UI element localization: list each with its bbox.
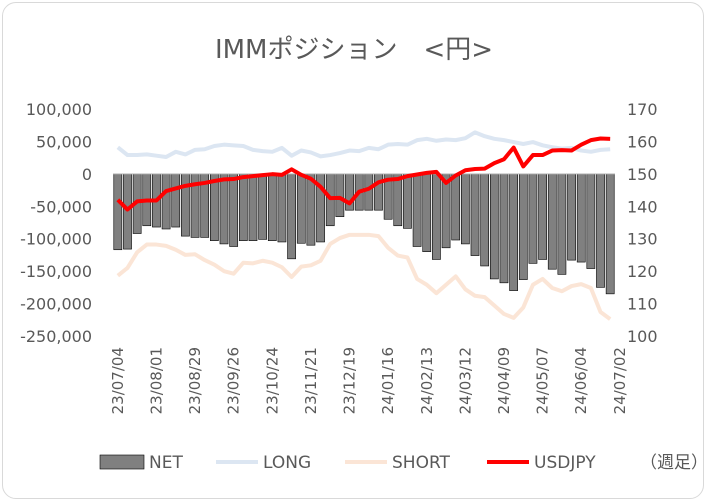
left-tick-label: 50,000 <box>36 132 92 151</box>
legend-label-short: SHORT <box>392 453 451 473</box>
legend-label-usdjpy: USDJPY <box>534 453 596 473</box>
left-axis-ticks: 100,000 50,000 0 -50,000 -100,000 -150,000 -20… <box>20 100 92 346</box>
net-bar <box>219 173 229 245</box>
x-tick-label: 23/08/01 <box>147 347 165 414</box>
net-bar <box>267 173 277 241</box>
right-tick-label: 140 <box>627 197 658 216</box>
net-bar <box>277 173 287 243</box>
net-bar <box>576 173 586 263</box>
net-bar <box>258 173 267 240</box>
x-tick-label: 24/04/09 <box>495 347 513 414</box>
series-lines <box>116 130 612 321</box>
chart-title: IMMポジション <円> <box>215 35 493 65</box>
x-tick-label: 23/07/04 <box>109 347 127 414</box>
net-bar <box>557 173 567 275</box>
net-bar <box>287 173 296 260</box>
left-tick-label: -200,000 <box>20 295 92 314</box>
net-bar <box>509 173 518 291</box>
x-tick-label: 23/08/29 <box>186 347 204 414</box>
x-tick-label: 24/01/16 <box>379 347 397 414</box>
right-tick-label: 150 <box>627 165 658 184</box>
net-bar <box>238 173 248 241</box>
net-bar <box>412 173 422 247</box>
x-axis-ticks: 23/07/04 23/08/01 23/08/29 23/09/26 23/10/24… <box>109 347 629 414</box>
legend-swatch-net <box>99 454 145 470</box>
right-tick-label: 160 <box>627 132 658 151</box>
net-bar <box>393 173 403 227</box>
left-tick-label: -50,000 <box>30 197 92 216</box>
x-tick-label: 23/12/19 <box>341 347 359 414</box>
net-bar <box>480 173 490 267</box>
right-tick-label: 130 <box>627 230 658 249</box>
net-bar <box>181 173 190 237</box>
x-tick-label: 24/02/13 <box>418 347 436 414</box>
right-tick-label: 120 <box>627 262 658 281</box>
net-bar <box>470 173 480 256</box>
net-bar <box>489 173 499 280</box>
net-bar <box>403 173 412 229</box>
net-bar <box>422 173 432 252</box>
unit-note: （週足） <box>640 453 708 473</box>
long-line <box>116 130 611 159</box>
x-tick-label: 24/07/02 <box>611 347 629 414</box>
net-bar <box>248 173 258 241</box>
net-bar <box>432 173 441 260</box>
left-tick-label: 100,000 <box>26 100 92 119</box>
net-bar <box>567 173 576 261</box>
left-tick-label: -250,000 <box>20 327 92 346</box>
net-bar <box>461 173 470 245</box>
usdjpy-line <box>116 136 611 212</box>
net-bar <box>518 173 528 280</box>
net-bar <box>538 173 547 260</box>
net-bar <box>499 173 509 284</box>
net-bar <box>441 173 451 249</box>
x-tick-label: 23/10/24 <box>263 347 281 414</box>
net-bar <box>335 173 345 217</box>
net-bar <box>586 173 596 269</box>
net-bar <box>296 173 306 244</box>
legend: NET LONG SHORT USDJPY <box>99 453 596 473</box>
legend-label-net: NET <box>149 453 183 473</box>
short-line <box>116 232 612 321</box>
x-tick-label: 23/11/21 <box>302 347 320 414</box>
net-bar <box>374 173 383 211</box>
left-tick-label: -100,000 <box>20 230 92 249</box>
x-tick-label: 23/09/26 <box>225 347 243 414</box>
net-bar <box>364 173 374 211</box>
net-bar <box>605 173 615 295</box>
left-tick-label: -150,000 <box>20 262 92 281</box>
x-tick-label: 24/05/07 <box>534 347 552 414</box>
right-tick-label: 110 <box>627 295 658 314</box>
x-tick-label: 24/03/12 <box>456 347 474 414</box>
right-axis-ticks: 170 160 150 140 130 120 110 100 <box>627 100 658 346</box>
net-bar <box>229 173 239 247</box>
left-tick-label: 0 <box>82 165 92 184</box>
legend-label-long: LONG <box>263 453 311 473</box>
net-bar <box>306 173 316 246</box>
net-bar <box>113 173 123 251</box>
right-tick-label: 170 <box>627 100 658 119</box>
net-bar <box>547 173 557 270</box>
net-bar <box>451 173 461 241</box>
net-bar <box>596 173 605 288</box>
net-bar <box>161 173 171 230</box>
right-tick-label: 100 <box>627 327 658 346</box>
net-bar <box>171 173 181 228</box>
x-tick-label: 24/06/04 <box>572 347 590 414</box>
net-bar <box>210 173 219 241</box>
net-bar <box>528 173 538 264</box>
